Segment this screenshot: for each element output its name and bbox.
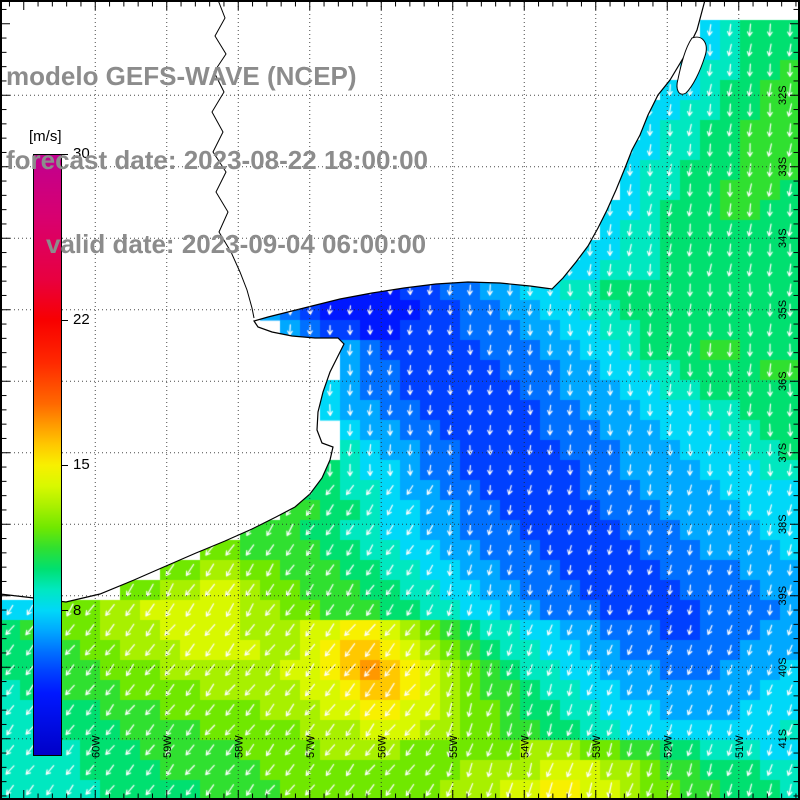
river-line — [211, 0, 255, 319]
model-title: modelo GEFS-WAVE (NCEP) — [6, 61, 357, 91]
colorbar-tick — [62, 153, 68, 155]
colorbar-tick — [62, 319, 68, 321]
coastline-land — [0, 0, 706, 603]
colorbar: [m/s] 30 22 15 8 — [29, 128, 123, 756]
svg-text:33S: 33S — [777, 157, 789, 177]
colorbar-tick — [62, 610, 68, 612]
valid-date: valid date: 2023-09-04 06:00:00 — [46, 229, 427, 259]
axis-labels: 32S 33S 34S 35S 36S 37S 38S 39S 40S 41S 60W 59W 58W 5… — [90, 85, 789, 758]
svg-text:39S: 39S — [777, 586, 789, 606]
svg-text:58W: 58W — [233, 735, 245, 758]
coastal-lagoon — [676, 36, 707, 95]
svg-text:55W: 55W — [448, 735, 460, 758]
colorbar-tick-label: 15 — [73, 456, 90, 474]
svg-text:54W: 54W — [519, 735, 531, 758]
svg-text:53W: 53W — [591, 735, 603, 758]
colorbar-unit-label: [m/s] — [29, 128, 62, 145]
colorbar-tick — [62, 464, 68, 466]
svg-text:56W: 56W — [376, 735, 388, 758]
header: modelo GEFS-WAVE (NCEP) forecast date: 2… — [6, 6, 428, 314]
svg-text:38S: 38S — [777, 514, 789, 534]
svg-text:57W: 57W — [305, 735, 317, 758]
colorbar-tick-label: 22 — [73, 311, 90, 329]
svg-text:37S: 37S — [777, 443, 789, 463]
svg-text:40S: 40S — [777, 657, 789, 677]
svg-text:41S: 41S — [777, 729, 789, 749]
svg-text:36S: 36S — [777, 371, 789, 391]
colorbar-gradient — [33, 154, 62, 756]
svg-text:32S: 32S — [777, 85, 789, 105]
colorbar-tick-label: 30 — [73, 145, 90, 162]
svg-text:59W: 59W — [162, 735, 174, 758]
forecast-date: forecast date: 2023-08-22 18:00:00 — [6, 145, 429, 175]
svg-text:52W: 52W — [662, 735, 674, 758]
svg-text:60W: 60W — [90, 735, 102, 758]
svg-text:34S: 34S — [777, 228, 789, 248]
svg-text:35S: 35S — [777, 300, 789, 320]
colorbar-tick-label: 8 — [73, 601, 82, 619]
svg-text:51W: 51W — [734, 735, 746, 758]
